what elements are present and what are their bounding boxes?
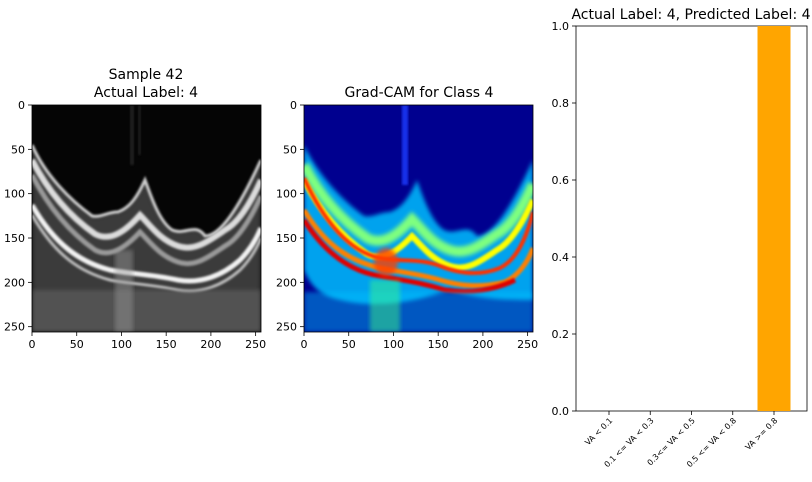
x-tick-label: 0	[301, 338, 308, 351]
x-tick-label: 250	[517, 338, 538, 351]
oct-image-frame	[31, 104, 262, 333]
y-tick-label: 200	[276, 276, 297, 289]
oct-title-line1: Sample 42	[109, 67, 184, 83]
gradcam-axis-ticks: 0 50 100 150 200 250 0 50 100 150 200 250	[276, 99, 538, 351]
gradcam-panel: Grad-CAM for Class 4 0 50 100 150 200 250 0 50 1…	[276, 85, 538, 351]
y-tick-label: 150	[4, 232, 25, 245]
y-tick-label: 0	[18, 99, 25, 112]
y-tick-label: 50	[11, 143, 25, 156]
x-tick-label: 100	[383, 338, 404, 351]
y-tick-label: 250	[276, 321, 297, 334]
y-tick-label: 150	[276, 232, 297, 245]
x-tick-label: 100	[111, 338, 132, 351]
y-tick-label: 250	[4, 321, 25, 334]
y-tick-label: 0.4	[552, 251, 570, 264]
gradcam-image	[304, 105, 533, 332]
bar-chart-title: Actual Label: 4, Predicted Label: 4	[571, 7, 810, 23]
x-tick-label: 150	[156, 338, 177, 351]
y-tick-label: 200	[4, 276, 25, 289]
gradcam-image-frame	[303, 104, 534, 333]
x-tick-label: 250	[245, 338, 266, 351]
prediction-bar-panel: Actual Label: 4, Predicted Label: 4 VA <…	[552, 7, 811, 469]
category-label: VA >= 0.8	[744, 416, 780, 452]
bar	[757, 26, 791, 411]
y-tick-label: 50	[283, 143, 297, 156]
oct-title-line2: Actual Label: 4	[94, 85, 198, 101]
y-tick-label: 100	[4, 188, 25, 201]
x-tick-label: 50	[342, 338, 356, 351]
y-tick-label: 0.6	[552, 174, 570, 187]
gradcam-title: Grad-CAM for Class 4	[345, 85, 494, 101]
oct-image-panel: Sample 42 Actual Label: 4 0 50 100 150 200 25…	[4, 67, 266, 351]
y-tick-label: 0	[290, 99, 297, 112]
y-tick-label: 0.2	[552, 328, 570, 341]
oct-axis-ticks: 0 50 100 150 200 250 0 50 100 150 200 250	[4, 99, 266, 351]
x-tick-label: 200	[472, 338, 493, 351]
y-tick-label: 1.0	[552, 20, 570, 33]
x-tick-label: 200	[200, 338, 221, 351]
y-tick-label: 0.8	[552, 97, 570, 110]
x-tick-label: 0	[29, 338, 36, 351]
x-tick-label: 150	[428, 338, 449, 351]
oct-image	[32, 105, 261, 332]
category-label: VA < 0.1	[583, 416, 614, 447]
y-tick-label: 0.0	[552, 405, 570, 418]
bar-chart-bars	[757, 26, 791, 411]
y-tick-label: 100	[276, 188, 297, 201]
x-tick-label: 50	[70, 338, 84, 351]
